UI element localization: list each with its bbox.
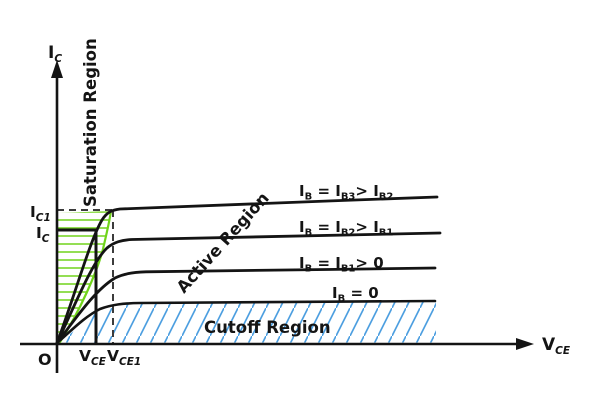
tick-label-vce1: VCE1 <box>107 347 141 368</box>
origin-label: O <box>38 350 52 369</box>
tick-label-ic1: IC1 <box>30 203 51 224</box>
tick-label-ic: IC <box>36 224 50 245</box>
curve-ib0 <box>55 299 437 345</box>
curve-ib2 <box>55 231 442 345</box>
region-label-saturation: Saturation Region <box>81 38 100 207</box>
tick-label-vce: VCE <box>79 347 107 368</box>
y-axis-arrow-icon <box>51 60 63 78</box>
curve-label-ib3: IB = IB3> IB2 <box>299 182 393 203</box>
curve-label-ib0: IB = 0 <box>332 284 379 305</box>
curve-ib1 <box>55 266 437 345</box>
curve-ib3 <box>55 195 439 345</box>
cutoff-region-fill <box>61 300 436 343</box>
y-axis-title: IC <box>48 43 62 65</box>
x-axis-title: VCE <box>542 335 571 357</box>
curve-label-ib1: IB = IB1> 0 <box>299 254 384 275</box>
region-label-cutoff: Cutoff Region <box>204 318 331 337</box>
x-axis-arrow-icon <box>516 338 534 350</box>
curve-label-ib2: IB = IB2> IB1 <box>299 218 393 239</box>
